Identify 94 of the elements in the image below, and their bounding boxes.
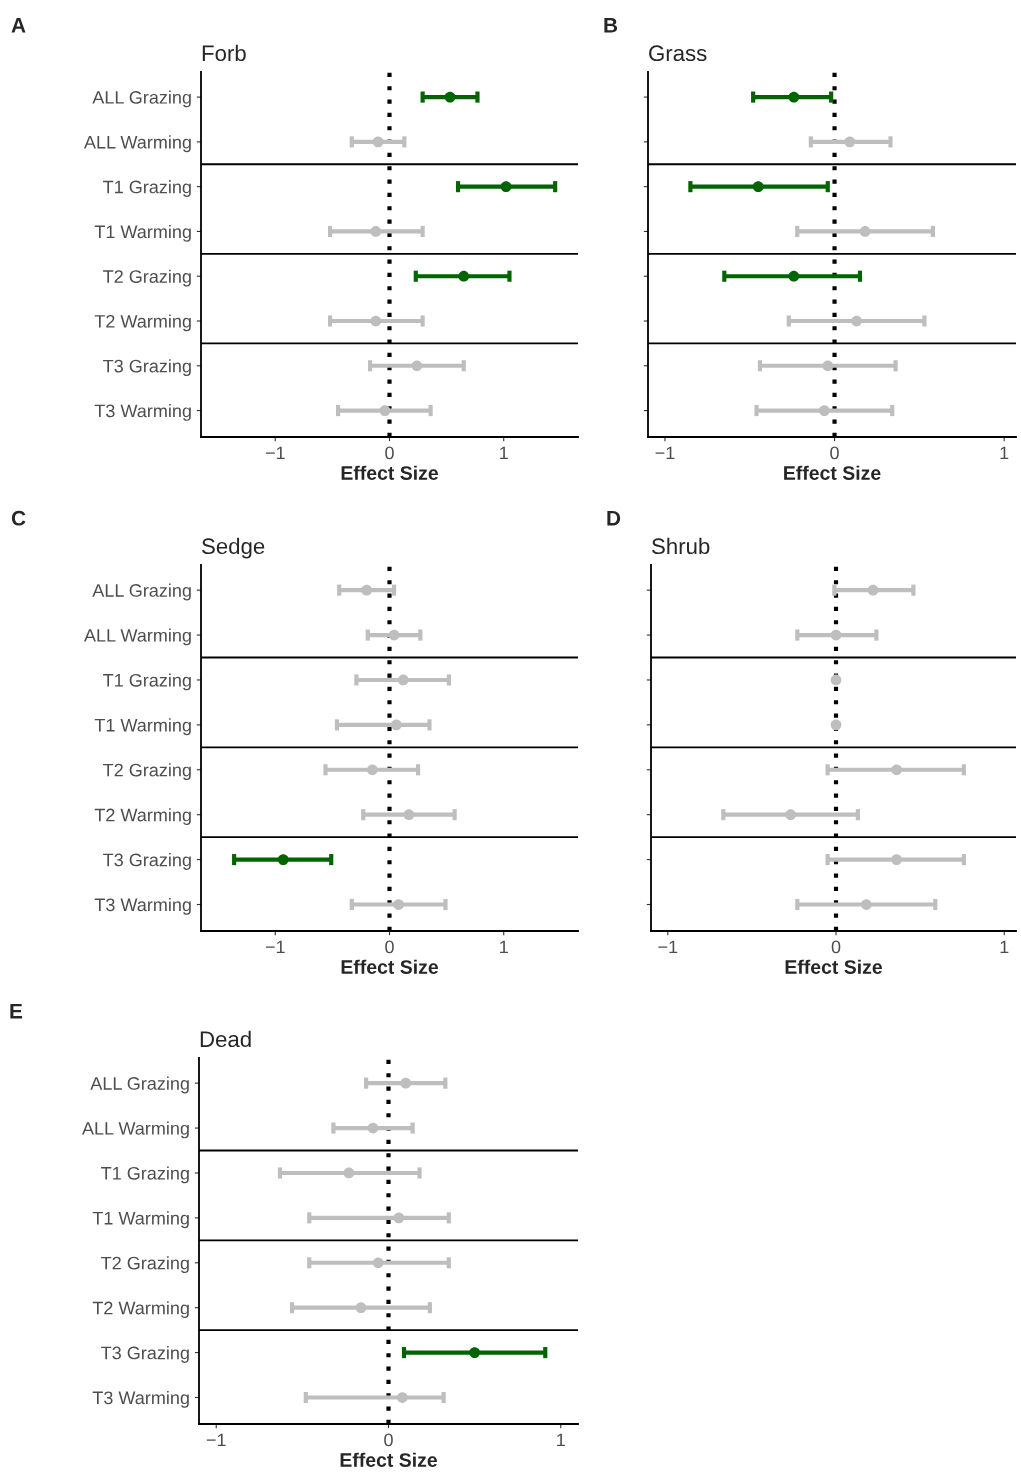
x-tick-label: 1: [557, 1433, 565, 1447]
point: [500, 181, 512, 193]
point: [277, 854, 289, 865]
chart-title: Dead: [200, 1030, 251, 1048]
y-tick-label: T2 Warming: [94, 808, 191, 825]
text: A: [11, 18, 26, 33]
point: [867, 584, 879, 596]
y-tick-label: ALL Warming: [81, 1121, 189, 1139]
point: [379, 405, 391, 416]
point: [367, 1122, 379, 1134]
point: [397, 674, 409, 686]
x-tick-label: −1: [658, 940, 678, 954]
x-tick-label: −1: [265, 940, 285, 954]
x-axis-title: Effect Size: [341, 465, 439, 480]
x-tick-label: 0: [385, 940, 394, 954]
point: [830, 629, 842, 641]
text: B: [604, 18, 618, 33]
x-tick-label: 0: [830, 446, 839, 460]
point: [458, 270, 470, 282]
point: [822, 360, 834, 372]
x-axis-title: Effect Size: [785, 959, 883, 974]
text: C: [11, 510, 26, 526]
y-tick-label: T1 Warming: [94, 224, 191, 242]
y-tick-label: T1 Warming: [92, 1211, 189, 1229]
point: [403, 809, 415, 821]
chart-title: Forb: [202, 44, 246, 62]
y-tick-label: T1 Grazing: [103, 673, 191, 691]
x-tick-label: 1: [500, 940, 508, 954]
point: [444, 91, 456, 103]
x-tick-label: 1: [1000, 940, 1009, 954]
point: [788, 270, 800, 282]
point: [785, 809, 796, 821]
point: [372, 1257, 384, 1269]
y-tick-label: T3 Warming: [94, 404, 191, 421]
y-tick-label: ALL Grazing: [92, 583, 191, 601]
y-tick-label: T2 Grazing: [101, 1256, 189, 1274]
point: [388, 629, 400, 641]
y-tick-label: T2 Warming: [94, 314, 191, 332]
point: [370, 315, 382, 327]
x-axis-title: Effect Size: [340, 1452, 438, 1467]
point: [366, 764, 378, 776]
y-tick-label: ALL Warming: [83, 628, 191, 646]
x-tick-label: 1: [500, 446, 508, 460]
y-tick-label: T2 Warming: [92, 1301, 189, 1318]
point: [400, 1077, 412, 1089]
x-tick-label: −1: [265, 446, 285, 460]
x-tick-label: 0: [384, 1433, 393, 1447]
point: [469, 1347, 481, 1358]
chart-title: Sedge: [202, 537, 265, 559]
point: [830, 719, 842, 731]
chart-title: Grass: [649, 45, 707, 62]
y-tick-label: T3 Warming: [92, 1390, 189, 1408]
point: [830, 674, 842, 686]
y-tick-label: T3 Grazing: [103, 853, 191, 870]
point: [393, 1212, 405, 1224]
x-tick-label: 0: [831, 940, 841, 954]
point: [860, 899, 872, 910]
x-axis-title: Effect Size: [341, 959, 439, 974]
y-tick-label: T1 Warming: [94, 718, 191, 736]
point: [411, 360, 423, 372]
point: [390, 719, 402, 731]
x-tick-label: −1: [206, 1433, 226, 1447]
point: [355, 1302, 367, 1314]
point: [370, 226, 382, 237]
point: [752, 181, 764, 193]
y-tick-label: T2 Grazing: [103, 763, 191, 781]
y-tick-label: T3 Warming: [94, 897, 191, 915]
y-tick-label: T1 Grazing: [103, 180, 191, 197]
x-axis-title: Effect Size: [784, 465, 881, 480]
chart-title: Shrub: [652, 537, 710, 555]
x-tick-label: 1: [1000, 446, 1009, 460]
y-tick-label: ALL Warming: [83, 135, 191, 153]
y-tick-label: ALL Grazing: [92, 90, 191, 108]
point: [891, 854, 902, 865]
point: [361, 584, 373, 596]
x-tick-label: −1: [655, 446, 675, 460]
text: D: [607, 511, 621, 526]
y-tick-label: T3 Grazing: [103, 359, 191, 377]
point: [372, 136, 384, 148]
y-tick-label: T3 Grazing: [101, 1346, 189, 1363]
point: [818, 405, 830, 416]
point: [788, 91, 800, 103]
point: [396, 1392, 408, 1403]
y-tick-label: T1 Grazing: [101, 1166, 189, 1184]
point: [891, 764, 902, 776]
y-tick-label: T2 Grazing: [103, 269, 191, 287]
text: E: [10, 1004, 23, 1019]
point: [859, 226, 871, 237]
y-tick-label: ALL Grazing: [90, 1076, 189, 1094]
point: [851, 315, 862, 327]
point: [393, 899, 405, 910]
x-tick-label: 0: [385, 446, 394, 460]
point: [844, 136, 856, 148]
point: [343, 1167, 355, 1179]
